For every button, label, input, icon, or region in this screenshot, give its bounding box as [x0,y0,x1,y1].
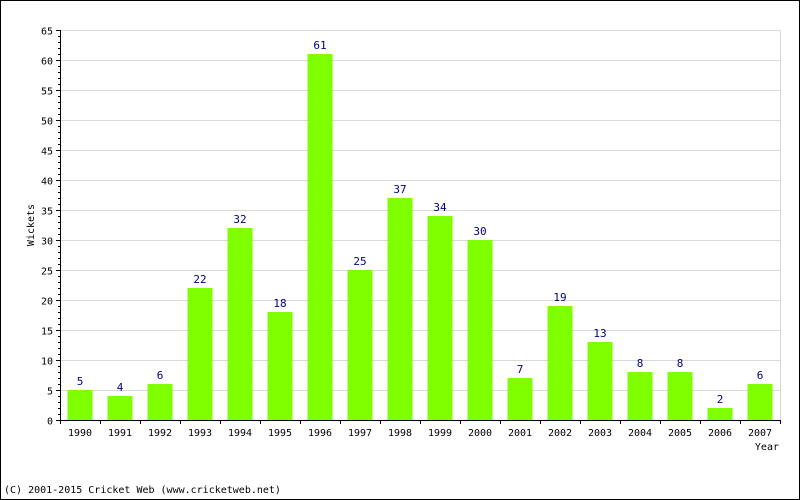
data-label-2003: 13 [593,327,606,340]
y-tick-label: 35 [41,207,53,218]
bar-2002 [547,306,573,420]
x-tick-label-2006: 2006 [708,428,732,439]
bar-2007 [747,384,773,420]
bar-1999 [427,216,453,420]
y-tick-label: 0 [47,417,53,428]
bar-1990 [67,390,93,420]
data-label-2007: 6 [757,369,764,382]
x-tick-label-2005: 2005 [668,428,692,439]
y-tick-label: 55 [41,87,53,98]
data-label-1991: 4 [117,381,124,394]
bar-1992 [147,384,173,420]
y-tick-label: 60 [41,57,53,68]
bar-1991 [107,396,133,420]
bar-2003 [587,342,613,420]
x-tick-label-1990: 1990 [68,428,92,439]
data-label-1992: 6 [157,369,164,382]
data-label-1997: 25 [353,255,366,268]
data-label-2001: 7 [517,363,524,376]
x-tick-label-2002: 2002 [548,428,572,439]
x-tick-label-1992: 1992 [148,428,172,439]
bar-2005 [667,372,693,420]
x-tick-label-2007: 2007 [748,428,772,439]
y-tick-label: 10 [41,357,53,368]
y-tick-label: 15 [41,327,53,338]
bar-1997 [347,270,373,420]
data-label-1990: 5 [77,375,84,388]
data-labels: 5 4 6 22 32 18 61 25 37 34 30 7 19 13 8 8 2 6 [77,39,764,406]
x-tick-label-1993: 1993 [188,428,212,439]
data-label-1998: 37 [393,183,406,196]
y-tick-label: 30 [41,237,53,248]
data-label-1996: 61 [313,39,326,52]
x-tick-label-2003: 2003 [588,428,612,439]
y-tick-label: 50 [41,117,53,128]
x-tick-label-2001: 2001 [508,428,532,439]
x-tick-label-1999: 1999 [428,428,452,439]
y-tick-label: 25 [41,267,53,278]
bar-1996 [307,54,333,420]
x-tick-label-1995: 1995 [268,428,292,439]
bar-2001 [507,378,533,420]
x-tick-label-2000: 2000 [468,428,492,439]
bar-1998 [387,198,413,420]
data-label-2004: 8 [637,357,644,370]
data-label-2002: 19 [553,291,566,304]
data-label-1995: 18 [273,297,286,310]
bar-2004 [627,372,653,420]
bar-2000 [467,240,493,420]
bar-2006 [707,408,733,420]
x-tick-label-1996: 1996 [308,428,332,439]
y-tick-label: 20 [41,297,53,308]
x-tick-label-1994: 1994 [228,428,252,439]
y-tick-label: 40 [41,177,53,188]
data-label-2006: 2 [717,393,724,406]
data-label-1993: 22 [193,273,206,286]
gridlines [60,30,781,420]
data-label-2005: 8 [677,357,684,370]
copyright-footer: (C) 2001-2015 Cricket Web (www.cricketwe… [4,485,281,496]
bars [67,54,773,420]
bar-1994 [227,228,253,420]
data-label-1994: 32 [233,213,246,226]
bar-1995 [267,312,293,420]
x-axis-title: Year [755,442,779,453]
y-tick-label: 5 [47,387,53,398]
x-tick-label-1997: 1997 [348,428,372,439]
x-tick-label-1998: 1998 [388,428,412,439]
y-tick-label: 45 [41,147,53,158]
y-tick-label: 65 [41,27,53,38]
x-tick-label-1991: 1991 [108,428,132,439]
bar-1993 [187,288,213,420]
data-label-2000: 30 [473,225,486,238]
y-axis-title: Wickets [26,204,37,246]
x-tick-label-2004: 2004 [628,428,652,439]
data-label-1999: 34 [433,201,447,214]
